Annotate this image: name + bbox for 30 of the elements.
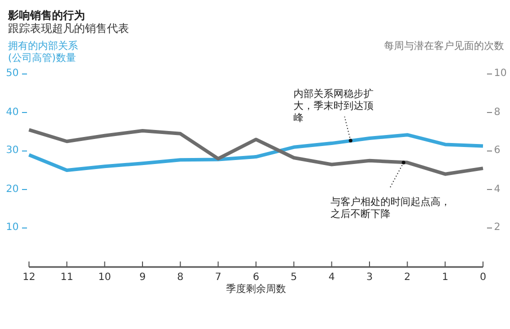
y-tick-label: 30 — [6, 145, 19, 157]
annotation: 与客户相处的时间起点高，之后不断下降 — [330, 196, 452, 221]
y-tick-label: 50 — [6, 68, 19, 80]
y2-tick-label: 8 — [494, 106, 500, 118]
x-tick-label: 4 — [327, 272, 336, 284]
x-tick-label: 3 — [365, 272, 374, 284]
y-axis-title: 拥有的内部关系(公司高管)数量 — [8, 41, 79, 65]
chart-title: 影响销售的行为 — [8, 9, 85, 22]
x-tick-label: 6 — [252, 272, 260, 284]
x-tick-label: 1 — [440, 272, 450, 284]
x-tick-label: 9 — [138, 272, 147, 284]
annotation: 内部关系网稳步扩大，季末时到达顶峰 — [294, 88, 374, 125]
x-axis-title: 季度剩余周数 — [225, 284, 287, 296]
y2-tick-label: 6 — [494, 145, 500, 157]
x-tick-label: 5 — [290, 272, 298, 284]
y-tick-label: 10 — [6, 222, 19, 234]
x-tick-label: 10 — [97, 272, 112, 284]
x-tick-label: 11 — [59, 272, 74, 284]
x-tick-label: 0 — [478, 272, 488, 284]
x-tick-label: 7 — [214, 272, 222, 284]
x-tick-label: 2 — [403, 272, 412, 284]
chart-subtitle: 跟踪表现超凡的销售代表 — [8, 22, 129, 35]
y2-axis-title: 每周与潜在客户见面的次数 — [384, 41, 504, 53]
y-tick-label: 40 — [6, 106, 19, 118]
x-tick-label: 12 — [22, 272, 36, 284]
y2-tick-label: 4 — [494, 184, 500, 196]
y2-tick-label: 2 — [494, 222, 500, 234]
y2-tick-label: 10 — [494, 68, 507, 80]
y-tick-label: 20 — [6, 184, 19, 196]
x-tick-label: 8 — [176, 272, 185, 284]
